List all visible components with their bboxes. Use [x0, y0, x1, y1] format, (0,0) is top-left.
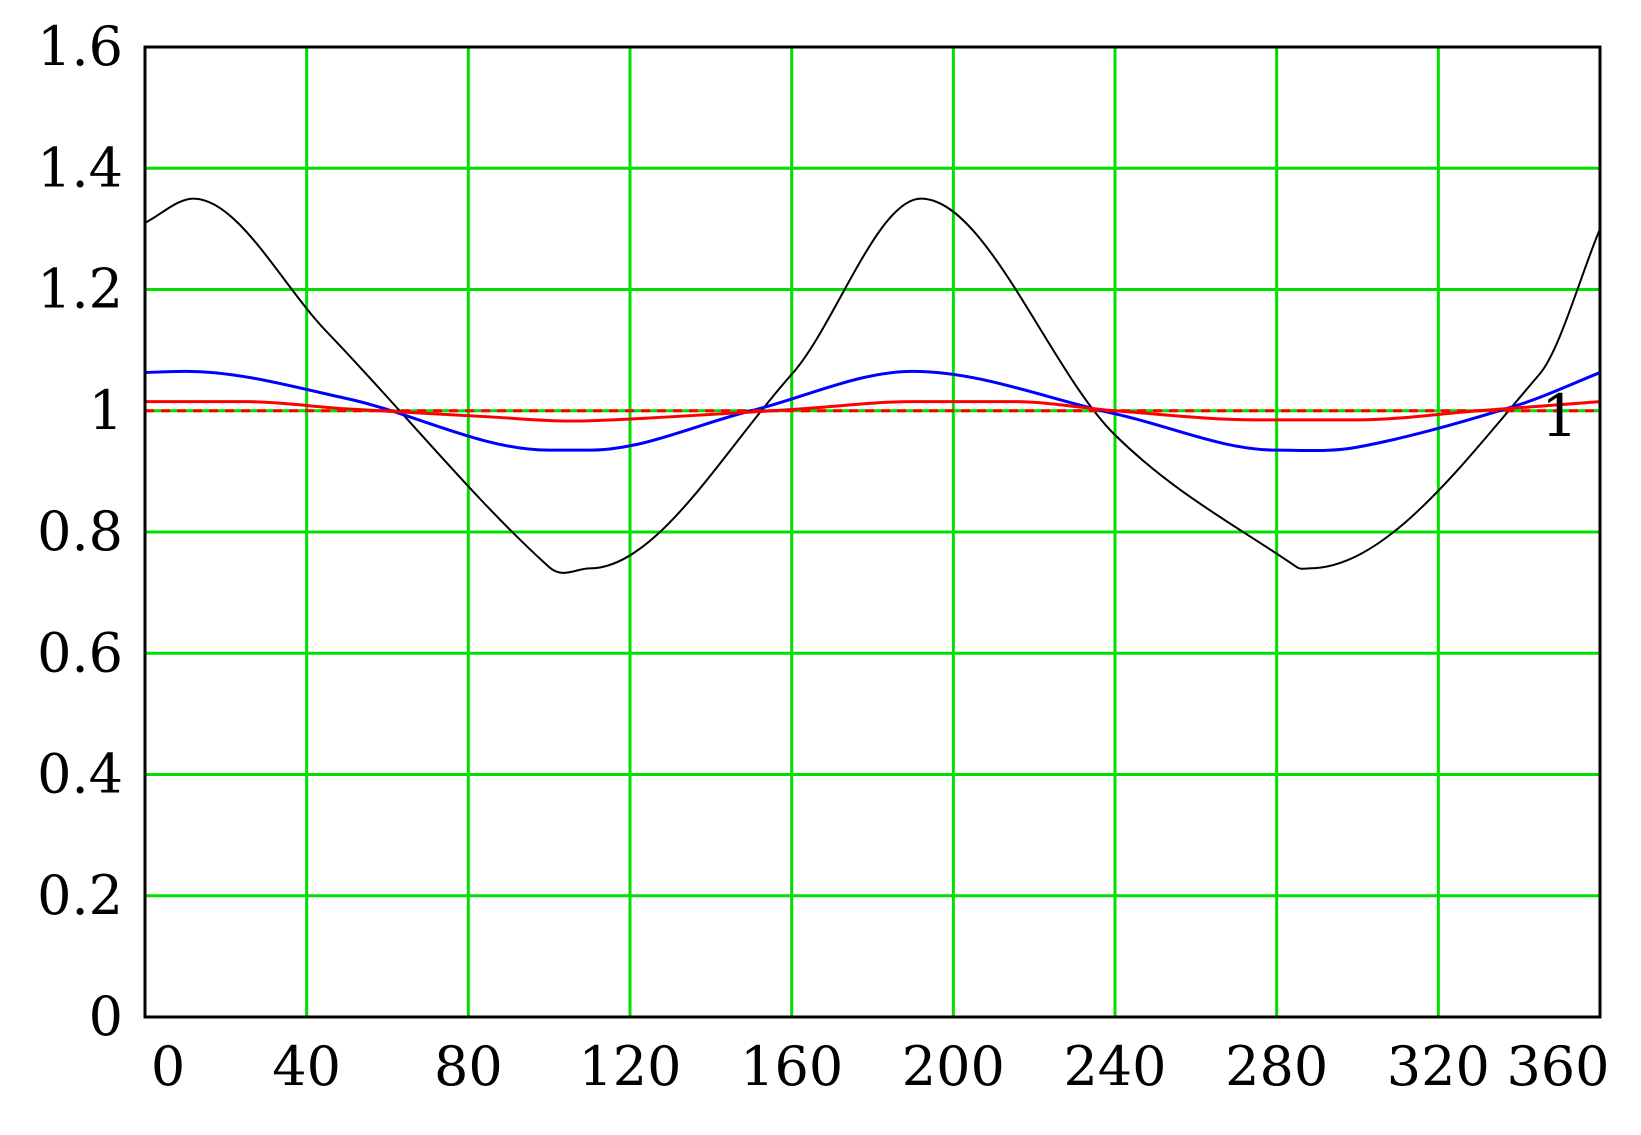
x-axis-tick-labels: 0 40 80 120 160 200 240 280 320 360: [151, 1035, 1610, 1098]
x-tick-label: 80: [434, 1035, 503, 1098]
plot-frame: [143, 45, 1602, 1019]
series-end-label: 1: [1541, 382, 1578, 450]
series-line-1: [144, 197, 1601, 574]
series-line-2: [144, 369, 1601, 453]
y-tick-label: 0.8: [37, 500, 123, 563]
y-tick-label: 1: [89, 379, 123, 442]
x-tick-label: 320: [1387, 1035, 1490, 1098]
x-tick-label: 40: [272, 1035, 341, 1098]
x-tick-label: 360: [1506, 1035, 1609, 1098]
y-tick-label: 0.4: [37, 743, 123, 806]
series-group: [144, 197, 1601, 574]
y-tick-label: 0.6: [37, 621, 123, 684]
x-tick-label: 160: [740, 1035, 843, 1098]
x-tick-label: 120: [578, 1035, 681, 1098]
y-tick-label: 1.2: [37, 258, 123, 321]
y-tick-label: 0: [89, 985, 123, 1048]
y-tick-label: 0.2: [37, 864, 123, 927]
x-tick-label: 240: [1063, 1035, 1166, 1098]
x-tick-label: 200: [902, 1035, 1005, 1098]
y-axis-tick-labels: 0 0.2 0.4 0.6 0.8 1 1.2 1.4 1.6: [37, 15, 123, 1048]
y-tick-label: 1.4: [37, 136, 123, 199]
y-tick-label: 1.6: [37, 15, 123, 78]
x-tick-label: 280: [1225, 1035, 1328, 1098]
x-tick-label: 0: [151, 1035, 185, 1098]
